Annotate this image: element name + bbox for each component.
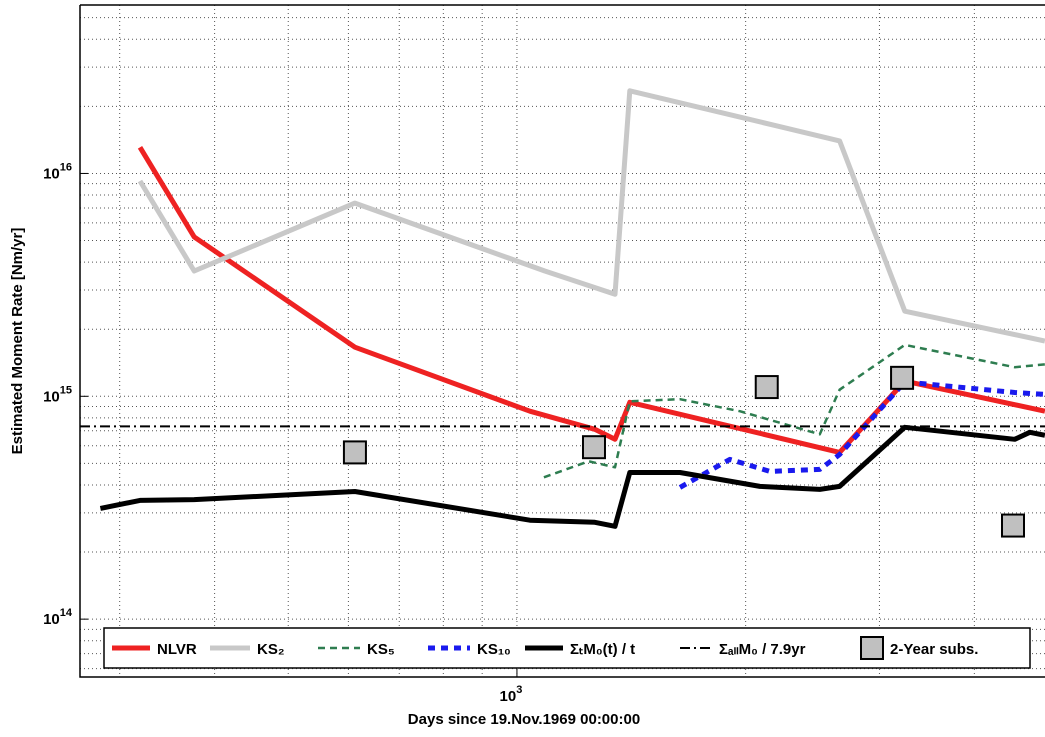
marker — [342, 440, 367, 465]
tick-label: 1015 — [43, 384, 72, 405]
legend-label: ΣₐₗₗM₀ / 7.9yr — [719, 641, 806, 658]
tick-exponent: 16 — [60, 161, 72, 173]
legend-label: KS₁₀ — [477, 641, 511, 658]
tick-base: 10 — [43, 165, 60, 182]
series-line — [543, 343, 1045, 479]
plot-area — [80, 88, 1045, 538]
legend-label: KS₅ — [367, 641, 395, 658]
legend-label: 2-Year subs. — [890, 641, 978, 658]
tick-base: 10 — [43, 611, 60, 628]
tick-exponent: 3 — [516, 684, 522, 696]
legend-label: NLVR — [157, 641, 197, 658]
tick-base: 10 — [43, 388, 60, 405]
tick-label: 103 — [500, 684, 523, 705]
axes-frame — [79, 4, 1045, 678]
marker — [1000, 513, 1025, 538]
x-axis-label: Days since 19.Nov.1969 00:00:00 — [408, 711, 640, 728]
series-line — [678, 379, 1045, 490]
tick-label: 1014 — [43, 607, 73, 628]
grid — [80, 5, 1045, 677]
legend: NLVR KS₂ KS₅ KS₁₀ ΣₜM₀(t) / t ΣₐₗₗM₀ / 7.9yr 2… — [103, 627, 1031, 669]
legend-label: ΣₜM₀(t) / t — [570, 641, 635, 658]
tick-exponent: 14 — [60, 607, 73, 619]
legend-marker — [860, 636, 884, 660]
marker — [754, 375, 779, 400]
tick-label: 1016 — [43, 161, 72, 182]
tick-exponent: 15 — [60, 384, 72, 396]
y-axis-label: Estimated Moment Rate [Nm/yr] — [9, 228, 26, 455]
legend-label: KS₂ — [257, 641, 285, 658]
tick-base: 10 — [500, 688, 517, 705]
series-line — [137, 88, 1045, 344]
marker — [581, 435, 606, 460]
series-line — [99, 424, 1045, 529]
marker — [890, 365, 915, 390]
